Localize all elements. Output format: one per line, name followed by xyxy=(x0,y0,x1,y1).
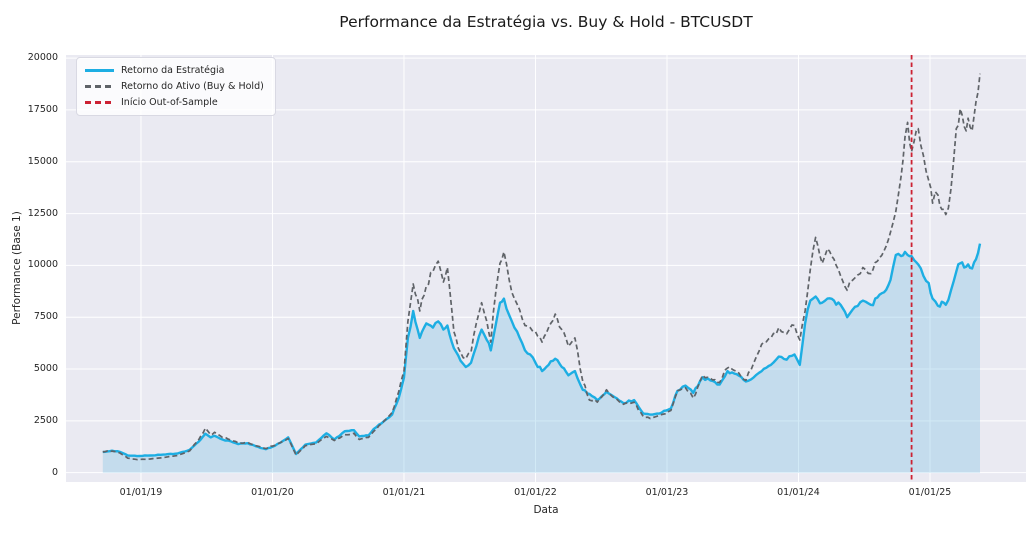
y-tick-label: 20000 xyxy=(27,52,58,64)
buyhold-line xyxy=(102,73,981,461)
x-tick-label: 01/01/21 xyxy=(382,487,426,498)
legend-item: Início Out-of-Sample xyxy=(85,97,264,108)
legend-label: Início Out-of-Sample xyxy=(121,97,218,108)
y-tick-label: 12500 xyxy=(27,207,58,219)
x-tick-label: 01/01/20 xyxy=(251,487,294,498)
x-axis-label: Data xyxy=(533,504,559,516)
x-tick-label: 01/01/22 xyxy=(514,487,557,498)
solid-line-swatch-icon xyxy=(85,69,114,72)
x-tick-label: 01/01/24 xyxy=(777,487,820,498)
x-tick-label: 01/01/23 xyxy=(645,487,689,498)
y-tick-label: 7500 xyxy=(33,311,58,323)
y-tick-label: 0 xyxy=(51,466,58,478)
dashed-line-swatch-icon xyxy=(85,101,114,104)
y-tick-label: 2500 xyxy=(33,414,58,426)
legend-label: Retorno da Estratégia xyxy=(121,65,225,76)
y-tick-label: 5000 xyxy=(33,363,58,375)
y-tick-label: 15000 xyxy=(27,155,58,167)
legend-item: Retorno do Ativo (Buy & Hold) xyxy=(85,81,264,92)
y-tick-label: 10000 xyxy=(27,259,58,271)
legend-label: Retorno do Ativo (Buy & Hold) xyxy=(121,81,264,92)
y-tick-label: 17500 xyxy=(27,103,58,115)
strategy-fill xyxy=(102,243,981,473)
plot-background xyxy=(66,55,1026,482)
chart-title: Performance da Estratégia vs. Buy & Hold… xyxy=(339,13,753,31)
legend-item: Retorno da Estratégia xyxy=(85,65,264,76)
legend: Retorno da Estratégia Retorno do Ativo (B… xyxy=(76,57,276,116)
dashed-line-swatch-icon xyxy=(85,85,114,88)
x-tick-label: 01/01/19 xyxy=(119,487,163,498)
x-tick-label: 01/01/25 xyxy=(908,487,952,498)
